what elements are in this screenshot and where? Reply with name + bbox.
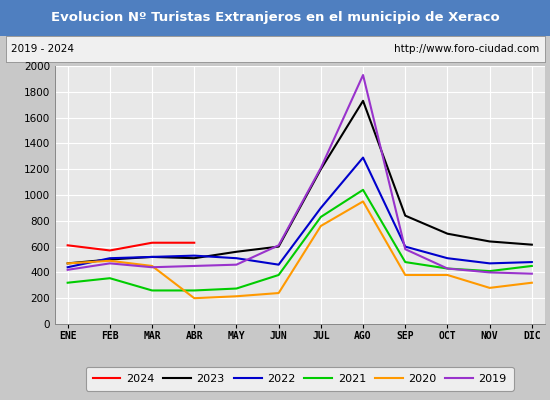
Legend: 2024, 2023, 2022, 2021, 2020, 2019: 2024, 2023, 2022, 2021, 2020, 2019 [86, 366, 514, 391]
Text: http://www.foro-ciudad.com: http://www.foro-ciudad.com [394, 44, 539, 54]
Text: 2019 - 2024: 2019 - 2024 [11, 44, 74, 54]
Text: Evolucion Nº Turistas Extranjeros en el municipio de Xeraco: Evolucion Nº Turistas Extranjeros en el … [51, 12, 499, 24]
